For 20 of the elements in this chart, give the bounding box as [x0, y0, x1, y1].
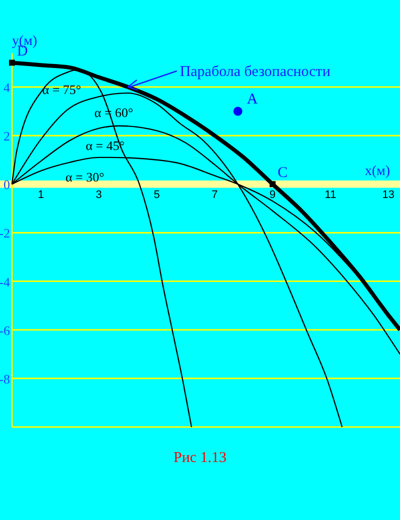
y-tick-label: 2 [4, 128, 10, 144]
y-tick-label: 4 [4, 80, 10, 95]
text: Рис 1.13 [173, 450, 227, 466]
x-tick-label: 7 [212, 189, 218, 202]
x-tick-label: 3 [96, 189, 102, 202]
series-label: A [246, 91, 258, 108]
y-tick-label: -6 [0, 322, 10, 338]
annotation: C [278, 165, 288, 182]
series-label: α = 30° [65, 169, 104, 184]
y-axis-title: y(м) [12, 34, 38, 49]
y-tick-label: -8 [0, 371, 10, 386]
annotation: Парабола безопасности [180, 64, 330, 80]
y-tick-label: -4 [0, 274, 10, 290]
x-tick-label: 5 [154, 189, 160, 202]
x-tick-label: 13 [382, 189, 395, 202]
x-tick-label: 9 [270, 189, 276, 202]
x-axis-title: x(м) [364, 164, 390, 180]
x-tick-label: 1 [38, 189, 44, 202]
x-tick-label: 11 [324, 189, 336, 202]
y-tick-label: -2 [0, 226, 10, 241]
